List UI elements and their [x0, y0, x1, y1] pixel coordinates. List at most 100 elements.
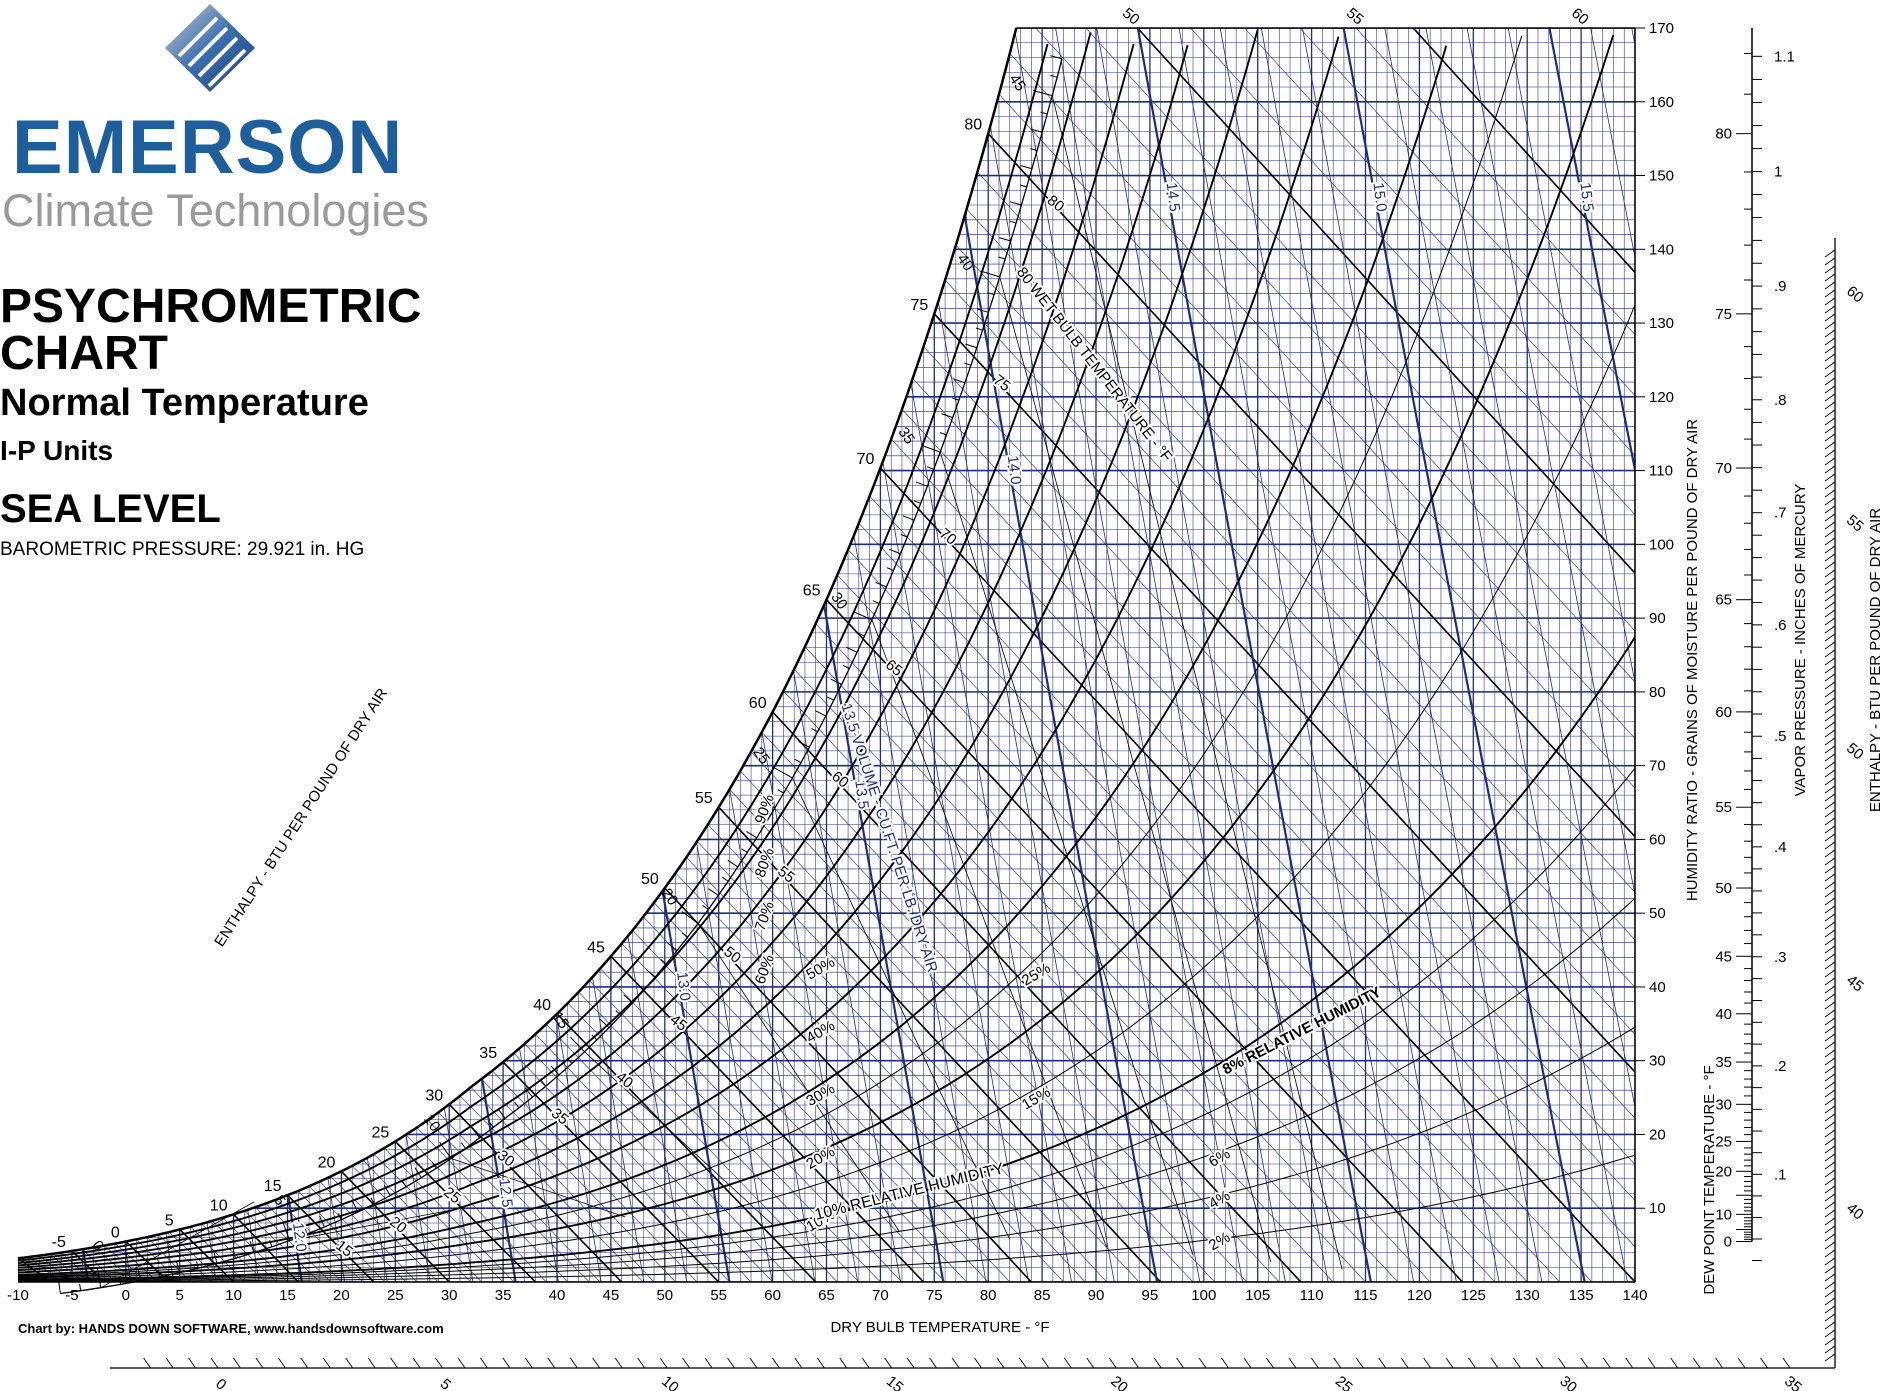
wet-bulb-line: [589, 980, 881, 1282]
enthalpy-tick: [794, 758, 802, 764]
humidity-tick-label: 160: [1649, 94, 1674, 111]
volume-line: [26, 28, 217, 1282]
volume-line: [18, 28, 132, 1282]
right-enthalpy-tick: [1824, 673, 1836, 682]
right-enthalpy-tick: [1824, 553, 1836, 562]
right-enthalpy-tick: [1824, 305, 1836, 314]
dry-bulb-tick-label: 115: [1354, 1287, 1378, 1304]
relative-humidity-curve: [18, 35, 1523, 1277]
saturation-temp-label: -5: [52, 1234, 66, 1251]
enthalpy-guide-line: [1051, 95, 1343, 1270]
enthalpy-tick: [900, 533, 908, 538]
bottom-enthalpy-tick: [1333, 1357, 1342, 1369]
bottom-enthalpy-tick: [278, 1357, 286, 1369]
wet-bulb-line: [286, 1194, 375, 1282]
bottom-enthalpy-tick: [592, 1357, 601, 1369]
bottom-enthalpy-label: 20: [1107, 1373, 1131, 1391]
right-enthalpy-tick: [1824, 1113, 1836, 1122]
wet-bulb-line: [966, 208, 1635, 1282]
enthalpy-tick: [401, 1180, 407, 1188]
right-enthalpy-tick: [1824, 721, 1836, 730]
enthalpy-tick-label: 45: [1006, 71, 1029, 94]
enthalpy-tick: [337, 1213, 342, 1220]
wet-bulb-line: [923, 346, 1635, 1282]
vapor-pressure-tick-label: .6: [1774, 617, 1787, 634]
right-enthalpy-tick: [1824, 793, 1836, 802]
humidity-tick-label: 140: [1649, 241, 1674, 258]
right-enthalpy-tick: [1824, 449, 1836, 458]
dew-point-tick-label: 80: [1715, 126, 1732, 143]
enthalpy-tick: [370, 1197, 375, 1205]
dew-point-tick-label: 45: [1715, 948, 1732, 965]
right-enthalpy-tick: [1824, 817, 1836, 826]
enthalpy-tick: [1050, 55, 1063, 60]
bottom-enthalpy-tick: [1019, 1357, 1027, 1369]
enthalpy-tick: [1030, 128, 1043, 133]
enthalpy-guide-line: [792, 777, 1011, 1240]
enthalpy-tick: [1040, 111, 1048, 115]
relative-humidity-curve: [18, 636, 1635, 1281]
right-enthalpy-tick: [1824, 369, 1836, 378]
chart-subtitle: Normal Temperature: [0, 382, 369, 424]
wet-bulb-line: [524, 1043, 752, 1282]
right-enthalpy-tick: [1824, 681, 1836, 690]
wet-bulb-line: [686, 857, 1086, 1282]
wet-bulb-line: [244, 1210, 321, 1282]
wet-bulb-line: [1031, 28, 1635, 1282]
bottom-enthalpy-tick: [547, 1357, 556, 1369]
wet-bulb-line: [869, 495, 1593, 1282]
enthalpy-tick: [1020, 165, 1033, 170]
vapor-pressure-tick-label: .3: [1774, 949, 1787, 966]
right-enthalpy-tick: [1824, 489, 1836, 498]
volume-line: [149, 28, 346, 1282]
enthalpy-tick: [497, 1108, 506, 1119]
wet-bulb-line: [740, 770, 1215, 1282]
enthalpy-tick: [814, 710, 826, 717]
wet-bulb-line: [977, 171, 1635, 1282]
bottom-enthalpy-tick: [1400, 1357, 1409, 1369]
right-enthalpy-label: 50: [1843, 740, 1867, 764]
bottom-enthalpy-tick: [1692, 1357, 1701, 1369]
right-enthalpy-tick: [1824, 281, 1836, 290]
right-enthalpy-tick: [1824, 969, 1836, 978]
right-enthalpy-tick: [1824, 1025, 1836, 1034]
dry-bulb-tick-label: 85: [1034, 1287, 1051, 1304]
right-enthalpy-tick: [1824, 417, 1836, 426]
saturation-temp-label: 10: [210, 1197, 228, 1214]
right-enthalpy-tick: [1824, 1001, 1836, 1010]
dry-bulb-tick-label: 60: [764, 1287, 781, 1304]
right-enthalpy-tick: [1824, 649, 1836, 658]
humidity-tick-label: 100: [1649, 536, 1674, 553]
relative-humidity-curve: [18, 897, 1635, 1282]
chart-lines: [18, 28, 1635, 1282]
wet-bulb-line: [912, 378, 1635, 1282]
saturation-curve: [17, 27, 1018, 1260]
wet-bulb-line: [492, 1070, 698, 1282]
enthalpy-tick: [79, 1283, 82, 1291]
relative-humidity-label: 2%: [1206, 1229, 1233, 1255]
right-enthalpy-tick: [1824, 1169, 1836, 1178]
dew-point-tick-label: 40: [1715, 1006, 1732, 1023]
volume-label: 15.0: [1369, 182, 1389, 213]
volume-line: [1178, 28, 1415, 1282]
right-enthalpy-tick: [1824, 353, 1836, 362]
volume-line: [1055, 28, 1286, 1282]
volume-line: [1466, 28, 1635, 1282]
dry-bulb-tick-label: 105: [1245, 1287, 1270, 1304]
enthalpy-tick: [157, 1269, 161, 1277]
volume-line: [107, 28, 303, 1282]
bottom-enthalpy-tick: [233, 1357, 241, 1369]
dew-point-tick-label: 60: [1715, 704, 1732, 721]
right-enthalpy-tick: [1824, 1289, 1836, 1298]
vapor-pressure-tick-label: .9: [1774, 278, 1787, 295]
right-enthalpy-tick: [1824, 1105, 1836, 1114]
dry-bulb-tick-label: 100: [1191, 1287, 1216, 1304]
right-enthalpy-tick: [1824, 697, 1836, 706]
enthalpy-tick: [952, 397, 960, 401]
volume-line: [1548, 28, 1635, 1282]
enthalpy-tick: [460, 1142, 466, 1149]
wet-bulb-line: [847, 549, 1528, 1282]
relative-humidity-curve: [18, 43, 1049, 1262]
bottom-enthalpy-tick: [906, 1357, 915, 1369]
right-enthalpy-tick: [1824, 745, 1836, 754]
